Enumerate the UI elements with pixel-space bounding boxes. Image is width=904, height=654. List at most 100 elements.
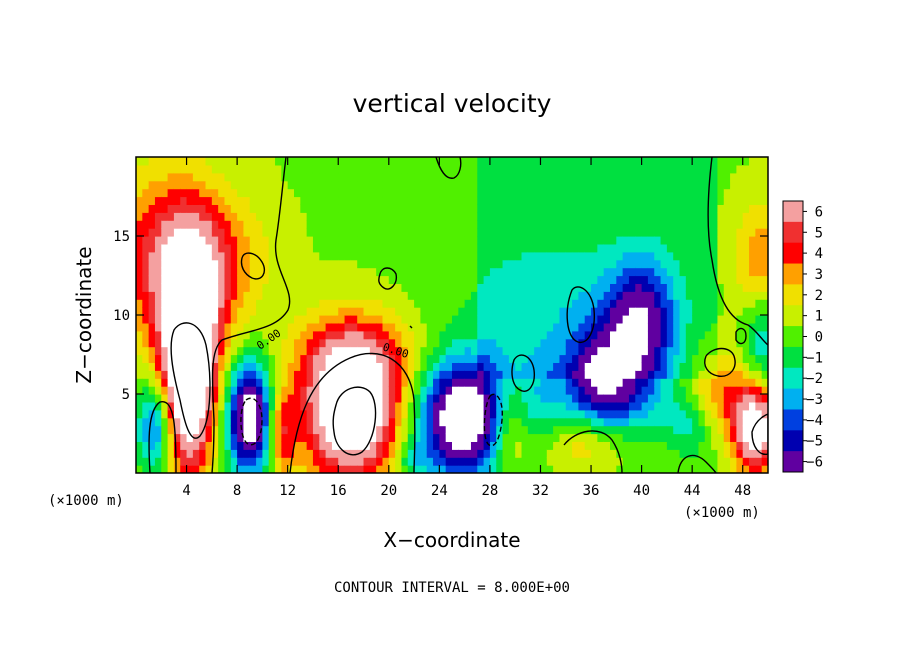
heatmap-cell bbox=[521, 394, 529, 403]
heatmap-cell bbox=[426, 322, 434, 332]
heatmap-cell bbox=[761, 259, 768, 269]
heatmap-cell bbox=[597, 157, 605, 166]
heatmap-cell bbox=[154, 220, 162, 229]
heatmap-cell bbox=[136, 354, 143, 363]
heatmap-cell bbox=[319, 236, 327, 245]
heatmap-cell bbox=[553, 354, 561, 363]
heatmap-cell bbox=[382, 172, 390, 182]
heatmap-cell bbox=[186, 196, 194, 205]
heatmap-cell bbox=[666, 386, 674, 395]
heatmap-cell bbox=[388, 362, 396, 371]
heatmap-cell bbox=[452, 204, 459, 213]
heatmap-cell bbox=[142, 394, 150, 403]
heatmap-cell bbox=[363, 157, 371, 166]
heatmap-cell bbox=[306, 228, 314, 237]
heatmap-cell bbox=[388, 267, 396, 277]
heatmap-cell bbox=[603, 228, 611, 237]
heatmap-cell bbox=[692, 243, 700, 253]
heatmap-cell bbox=[357, 330, 365, 340]
heatmap-cell bbox=[654, 441, 662, 450]
heatmap-cell bbox=[761, 172, 768, 182]
heatmap-cell bbox=[660, 220, 668, 229]
heatmap-cell bbox=[388, 236, 396, 245]
heatmap-cell bbox=[496, 259, 504, 269]
heatmap-cell bbox=[319, 370, 327, 379]
heatmap-cell bbox=[344, 164, 352, 174]
heatmap-cell bbox=[723, 386, 731, 395]
heatmap-cell bbox=[363, 449, 371, 458]
heatmap-cell bbox=[584, 251, 592, 261]
heatmap-cell bbox=[268, 378, 276, 387]
heatmap-cell bbox=[312, 354, 320, 363]
heatmap-cell bbox=[527, 441, 535, 450]
heatmap-cell bbox=[470, 433, 478, 442]
heatmap-cell bbox=[414, 283, 421, 292]
heatmap-cell bbox=[218, 386, 226, 395]
heatmap-cell bbox=[180, 354, 188, 363]
heatmap-cell bbox=[711, 362, 719, 371]
heatmap-cell bbox=[502, 441, 510, 450]
heatmap-cell bbox=[350, 433, 358, 442]
heatmap-cell bbox=[142, 322, 150, 332]
heatmap-cell bbox=[445, 449, 453, 458]
heatmap-cell bbox=[363, 196, 371, 205]
heatmap-cell bbox=[559, 307, 567, 316]
zero-contour-line bbox=[409, 325, 413, 329]
heatmap-cell bbox=[666, 275, 674, 284]
heatmap-cell bbox=[496, 243, 504, 253]
heatmap-cell bbox=[262, 394, 270, 403]
heatmap-cell bbox=[742, 259, 750, 269]
heatmap-cell bbox=[572, 259, 579, 269]
heatmap-cell bbox=[736, 307, 744, 316]
heatmap-cell bbox=[515, 164, 523, 174]
heatmap-cell bbox=[635, 354, 643, 363]
heatmap-cell bbox=[218, 354, 226, 363]
heatmap-cell bbox=[186, 228, 194, 237]
heatmap-cell bbox=[445, 212, 453, 221]
heatmap-cell bbox=[363, 315, 371, 324]
heatmap-cell bbox=[192, 425, 200, 435]
heatmap-cell bbox=[312, 157, 320, 166]
heatmap-cell bbox=[761, 157, 768, 166]
heatmap-cell bbox=[369, 378, 377, 387]
heatmap-cell bbox=[439, 338, 447, 348]
heatmap-cell bbox=[534, 370, 542, 379]
heatmap-cell bbox=[401, 338, 409, 348]
negative-contour-line bbox=[240, 397, 263, 446]
heatmap-cell bbox=[376, 164, 384, 174]
heatmap-cell bbox=[401, 409, 409, 419]
heatmap-cell bbox=[249, 425, 257, 435]
heatmap-cell bbox=[401, 188, 409, 198]
heatmap-cell bbox=[749, 299, 756, 308]
heatmap-cell bbox=[647, 204, 655, 213]
heatmap-cell bbox=[610, 172, 617, 182]
heatmap-cell bbox=[616, 433, 624, 442]
heatmap-cell bbox=[268, 204, 276, 213]
heatmap-cell bbox=[249, 236, 257, 245]
heatmap-cell bbox=[622, 259, 630, 269]
heatmap-cell bbox=[502, 315, 510, 324]
heatmap-cell bbox=[641, 465, 649, 473]
heatmap-cell bbox=[218, 259, 226, 269]
heatmap-cell bbox=[742, 172, 750, 182]
heatmap-cell bbox=[723, 236, 731, 245]
heatmap-cell bbox=[300, 188, 308, 198]
heatmap-cell bbox=[666, 307, 674, 316]
heatmap-cell bbox=[256, 417, 263, 427]
heatmap-cell bbox=[407, 243, 415, 253]
heatmap-cell bbox=[300, 157, 308, 166]
heatmap-cell bbox=[186, 243, 194, 253]
heatmap-cell bbox=[395, 220, 403, 229]
heatmap-cell bbox=[692, 322, 700, 332]
heatmap-cell bbox=[464, 236, 472, 245]
heatmap-cell bbox=[616, 409, 624, 419]
heatmap-cell bbox=[256, 346, 263, 356]
heatmap-cell bbox=[281, 401, 289, 411]
heatmap-cell bbox=[199, 425, 207, 435]
heatmap-cell bbox=[711, 425, 719, 435]
heatmap-cell bbox=[218, 251, 226, 261]
heatmap-cell bbox=[312, 465, 320, 473]
heatmap-cell bbox=[388, 188, 396, 198]
heatmap-cell bbox=[641, 322, 649, 332]
heatmap-cell bbox=[717, 338, 725, 348]
